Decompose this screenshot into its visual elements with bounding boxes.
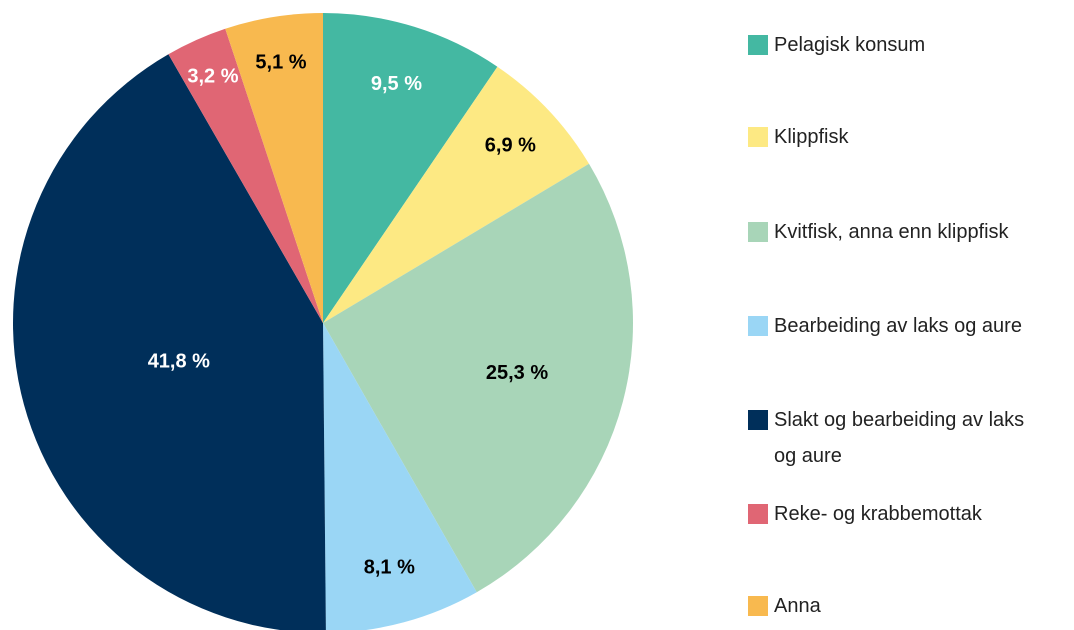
legend-swatch <box>748 127 768 147</box>
legend-item: Klippfisk <box>748 119 1034 155</box>
slice-label: 5,1 % <box>255 51 306 73</box>
legend-label: Klippfisk <box>774 126 849 148</box>
legend-swatch <box>748 410 768 430</box>
legend-swatch <box>748 596 768 616</box>
legend-item: Slakt og bearbeiding av laks og aure <box>748 402 1034 474</box>
legend-item: Reke- og krabbemottak <box>748 496 1034 532</box>
slice-label: 6,9 % <box>485 134 536 156</box>
chart: 9,5 % 6,9 % 25,3 % 8,1 % 41,8 % 3,2 % 5,1 % <box>13 13 634 630</box>
legend-label: Anna <box>774 595 821 617</box>
slice-label: 3,2 % <box>187 66 238 88</box>
legend-swatch <box>748 222 768 242</box>
pie-slice <box>13 54 326 630</box>
slice-label: 8,1 % <box>364 556 415 578</box>
pie-slice <box>168 28 323 324</box>
legend-item: Anna <box>748 588 1034 624</box>
legend-label: Pelagisk konsum <box>774 34 926 56</box>
slice-label: 9,5 % <box>371 73 422 95</box>
pie-slice <box>323 323 477 630</box>
pie-slice <box>225 13 323 323</box>
legend-label: Kvitfisk, anna enn klippfisk <box>774 221 1009 243</box>
slice-label: 41,8 % <box>148 351 210 373</box>
legend-swatch <box>748 35 768 55</box>
legend-label: Bearbeiding av laks og aure <box>774 315 1022 337</box>
pie-slice <box>323 13 498 323</box>
legend-label: Reke- og krabbemottak <box>774 503 982 525</box>
pie-slice <box>323 66 589 324</box>
legend-item: Kvitfisk, anna enn klippfisk <box>748 214 1074 250</box>
legend-label: Slakt og bearbeiding av laks og aure <box>774 409 1025 467</box>
legend-item: Bearbeiding av laks og aure <box>748 308 1034 344</box>
legend-swatch <box>748 504 768 524</box>
legend-swatch <box>748 316 768 336</box>
slice-label: 25,3 % <box>486 362 548 384</box>
legend-item: Pelagisk konsum <box>748 27 1034 63</box>
pie-slice <box>323 163 634 593</box>
